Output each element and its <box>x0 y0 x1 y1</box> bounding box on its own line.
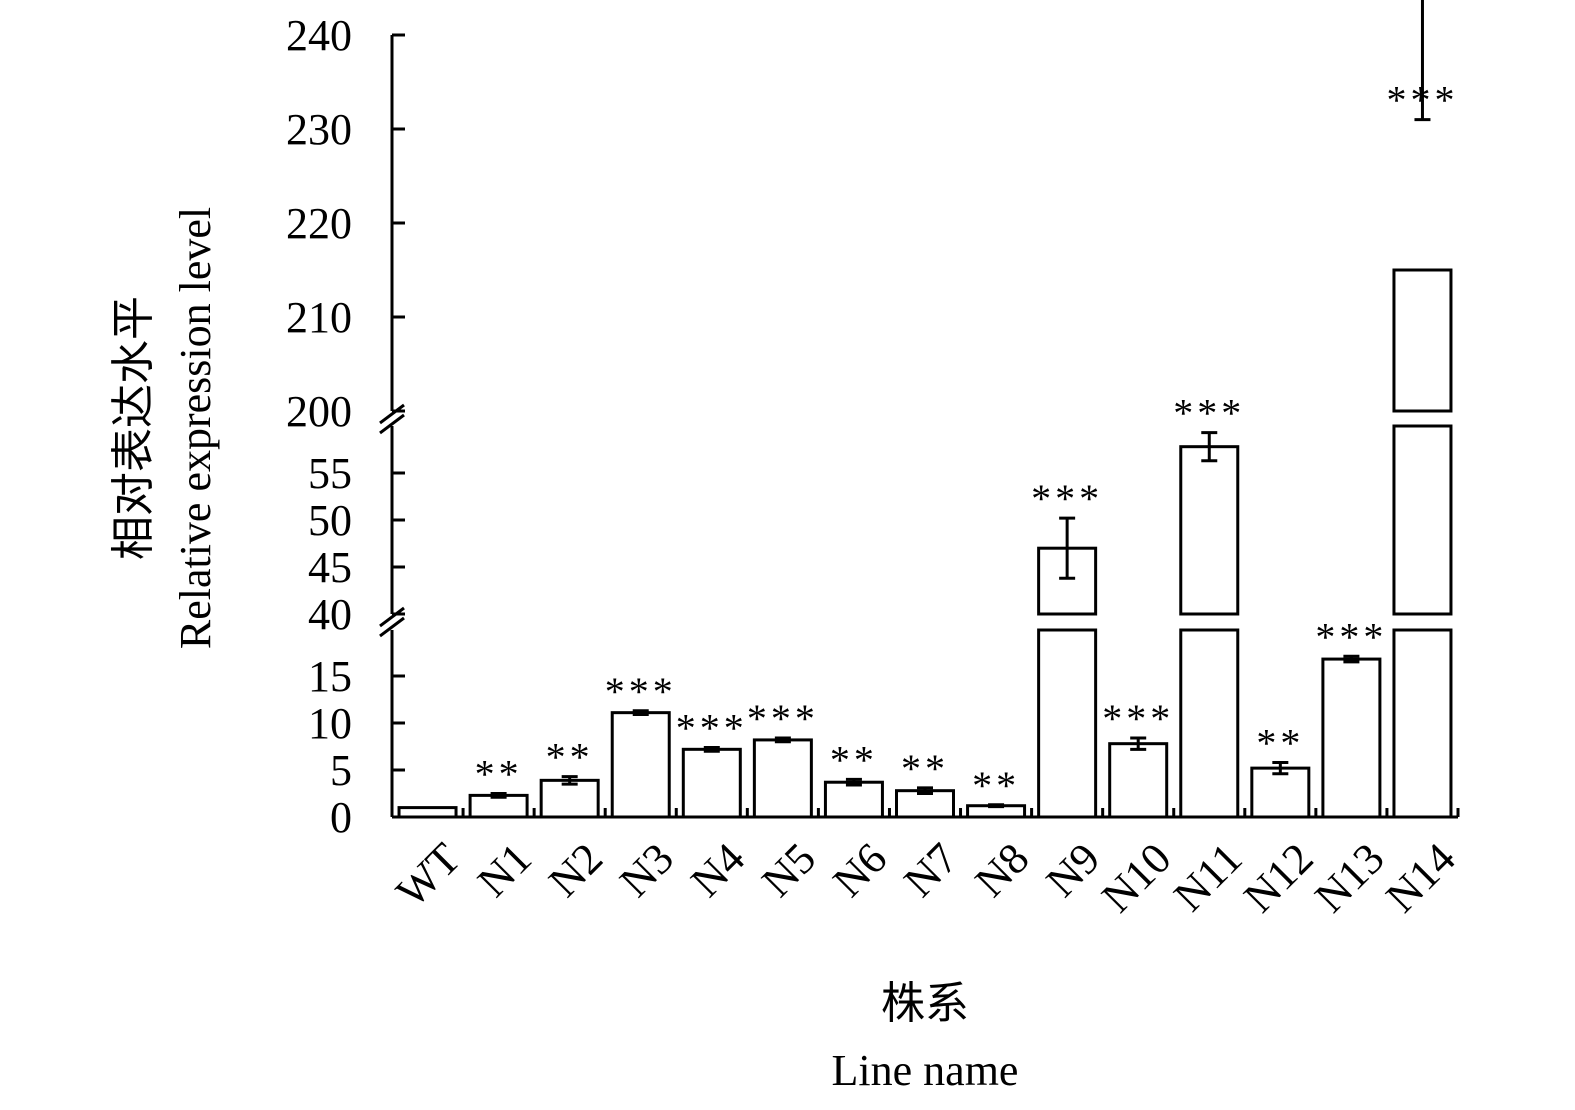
x-axis-title-en: Line name <box>832 1046 1019 1095</box>
axis-break-mark <box>379 606 405 628</box>
bar <box>1392 268 1453 413</box>
significance-label: ** <box>901 746 949 791</box>
y-tick-label: 5 <box>330 746 352 795</box>
y-tick-label: 10 <box>308 699 352 748</box>
bar <box>1321 657 1382 819</box>
significance-label: ** <box>830 737 878 782</box>
category-label: WT <box>387 834 470 917</box>
category-label: N4 <box>681 834 754 907</box>
bar <box>610 711 671 819</box>
y-axis-title-en: Relative expression level <box>171 207 220 649</box>
significance-label: *** <box>1173 391 1245 436</box>
significance-label: *** <box>605 669 677 714</box>
y-axis-title-cn: 相对表达水平 <box>109 296 158 560</box>
bar <box>752 738 813 819</box>
category-label: N9 <box>1037 834 1110 907</box>
bars-layer <box>397 0 1453 819</box>
category-label: N7 <box>895 834 968 907</box>
axis-break-mark <box>379 413 405 435</box>
y-tick-label: 45 <box>308 543 352 592</box>
category-label: N14 <box>1377 834 1465 922</box>
significance-labels-layer: ** ******** ***** ** ******************* <box>475 78 1458 808</box>
y-tick-label: 230 <box>286 105 352 154</box>
bar-segment <box>1392 628 1453 819</box>
bar-segment <box>1179 628 1240 819</box>
category-label: N3 <box>610 834 683 907</box>
bar <box>1250 766 1311 819</box>
bar-segment <box>1037 628 1098 819</box>
y-tick-label: 0 <box>330 793 352 842</box>
category-label: N8 <box>966 834 1039 907</box>
significance-label: ** <box>1256 720 1304 765</box>
y-tick-label: 50 <box>308 496 352 545</box>
bar <box>823 780 884 819</box>
category-label: N5 <box>752 834 825 907</box>
category-label: N13 <box>1305 834 1393 922</box>
significance-label: *** <box>747 696 819 741</box>
category-label: N1 <box>468 834 541 907</box>
significance-label: *** <box>676 705 748 750</box>
y-tick-label: 220 <box>286 199 352 248</box>
y-tick-label: 210 <box>286 293 352 342</box>
axis-break-mark <box>379 403 405 425</box>
significance-label: *** <box>1315 614 1387 659</box>
y-tick-label: 40 <box>308 590 352 639</box>
significance-label: ** <box>475 752 523 797</box>
bar <box>681 747 742 819</box>
y-tick-label: 55 <box>308 449 352 498</box>
bar <box>539 778 600 819</box>
bar <box>895 789 955 819</box>
x-axis-title-cn: 株系 <box>881 979 969 1028</box>
y-tick-label: 240 <box>286 11 352 60</box>
category-label: N10 <box>1092 834 1180 922</box>
axis-break-mark <box>379 616 405 638</box>
bar-segment <box>1392 424 1453 616</box>
axes-layer <box>379 33 1460 819</box>
significance-label: ** <box>546 735 594 780</box>
significance-label: *** <box>1386 78 1458 123</box>
category-label: N12 <box>1234 834 1322 922</box>
bar <box>1179 445 1240 616</box>
bar <box>397 806 458 819</box>
category-label: N6 <box>824 834 897 907</box>
significance-label: *** <box>1031 476 1103 521</box>
category-label: N11 <box>1164 834 1251 921</box>
significance-label: ** <box>972 763 1020 808</box>
bar <box>1108 742 1169 819</box>
y-tick-label: 15 <box>308 652 352 701</box>
category-label: N2 <box>539 834 612 907</box>
y-tick-label: 200 <box>286 387 352 436</box>
significance-label: *** <box>1102 696 1174 741</box>
